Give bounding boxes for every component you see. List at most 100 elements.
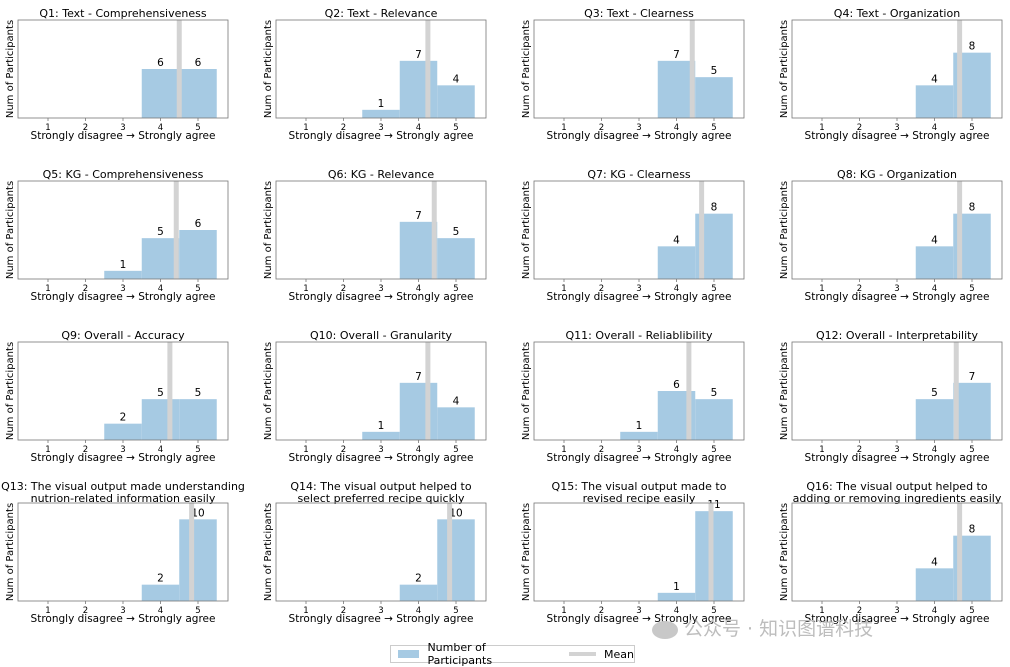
x-tick-label: 4: [932, 284, 937, 294]
x-tick-label: 1: [561, 606, 566, 616]
bar-rating-5: [695, 511, 733, 601]
chart-title: Q4: Text - Organization: [834, 7, 960, 20]
bar-value-label: 1: [120, 259, 127, 271]
bar-value-label: 6: [157, 57, 164, 69]
x-tick-label: 2: [83, 445, 88, 455]
bar-value-label: 7: [415, 49, 422, 61]
chart-title: Q10: Overall - Granularity: [310, 329, 453, 342]
x-tick-label: 4: [416, 445, 421, 455]
bar-rating-4: [399, 221, 438, 279]
bar-rating-5: [179, 399, 217, 440]
bar-value-label: 8: [969, 524, 976, 536]
bar-rating-4: [141, 399, 180, 440]
watermark-text: 公众号 · 知识图谱科技: [684, 618, 874, 640]
bar-value-label: 5: [711, 387, 718, 399]
x-tick-label: 1: [45, 284, 50, 294]
legend: Number of Participants Mean: [390, 641, 635, 667]
x-tick-label: 5: [711, 284, 716, 294]
watermark: 公众号 · 知识图谱科技: [652, 614, 873, 641]
x-tick-label: 1: [819, 606, 824, 616]
x-axis-label: Strongly disagree → Strongly agree: [805, 130, 990, 142]
bar-value-label: 6: [195, 57, 202, 69]
x-tick-label: 5: [453, 284, 458, 294]
x-tick-label: 5: [195, 123, 200, 133]
bar-value-label: 8: [711, 202, 718, 214]
bar-value-label: 4: [931, 556, 938, 568]
x-tick-label: 1: [303, 284, 308, 294]
x-tick-label: 4: [932, 445, 937, 455]
x-tick-label: 2: [83, 284, 88, 294]
bar-value-label: 7: [415, 210, 422, 222]
bar-value-label: 5: [195, 387, 202, 399]
x-tick-label: 2: [341, 606, 346, 616]
bar-value-label: 2: [415, 573, 422, 585]
x-tick-label: 4: [416, 123, 421, 133]
bar-value-label: 4: [673, 234, 680, 246]
chart-title: Q3: Text - Clearness: [584, 7, 694, 20]
bar-value-label: 5: [711, 65, 718, 77]
x-tick-label: 1: [819, 284, 824, 294]
bar-value-label: 4: [453, 395, 460, 407]
x-tick-label: 3: [378, 606, 383, 616]
x-tick-label: 5: [969, 445, 974, 455]
bar-value-label: 4: [931, 73, 938, 85]
x-tick-label: 5: [453, 123, 458, 133]
bar-value-label: 10: [449, 507, 462, 519]
x-tick-label: 1: [45, 606, 50, 616]
x-axis-label: Strongly disagree → Strongly agree: [289, 613, 474, 625]
bar-value-label: 8: [969, 202, 976, 214]
y-axis-label: Num of Participants: [5, 503, 16, 601]
legend-bar-label: Number of Participants: [427, 641, 493, 667]
bar-rating-5: [179, 230, 217, 279]
x-axis-label: Strongly disagree → Strongly agree: [31, 291, 216, 303]
x-tick-label: 3: [120, 606, 125, 616]
bar-rating-3: [104, 423, 142, 440]
y-axis-label: Num of Participants: [263, 181, 274, 279]
x-tick-label: 5: [969, 284, 974, 294]
x-tick-label: 5: [453, 445, 458, 455]
bar-rating-3: [104, 270, 142, 279]
x-tick-label: 4: [674, 284, 679, 294]
bar-rating-3: [362, 431, 400, 440]
x-tick-label: 5: [195, 445, 200, 455]
bar-rating-4: [399, 584, 438, 601]
x-tick-label: 2: [599, 606, 604, 616]
bar-value-label: 7: [415, 371, 422, 383]
bar-rating-4: [915, 568, 954, 601]
chart-title-line-1: Q13: The visual output made understandin…: [1, 480, 245, 493]
bar-rating-5: [179, 69, 217, 118]
chart-title-line-1: Q16: The visual output helped to: [806, 480, 987, 493]
chart-q10: Q10: Overall - Granularity 1 7 4 1 2 3 4 5Strong…: [263, 329, 487, 464]
bar-value-label: 1: [378, 98, 385, 110]
x-axis-label: Strongly disagree → Strongly agree: [289, 130, 474, 142]
y-axis-label: Num of Participants: [5, 20, 16, 118]
x-tick-label: 4: [158, 606, 163, 616]
bar-rating-3: [362, 109, 400, 118]
x-tick-label: 3: [636, 284, 641, 294]
x-tick-label: 3: [120, 284, 125, 294]
x-tick-label: 3: [378, 445, 383, 455]
bar-value-label: 1: [673, 581, 680, 593]
bar-rating-4: [915, 85, 954, 118]
chart-title: Q8: KG - Organization: [837, 168, 957, 181]
chart-title: Q2: Text - Relevance: [325, 7, 438, 20]
bar-value-label: 4: [453, 73, 460, 85]
x-tick-label: 2: [857, 123, 862, 133]
x-tick-label: 2: [341, 123, 346, 133]
bar-value-label: 5: [453, 226, 460, 238]
x-tick-label: 4: [158, 445, 163, 455]
bar-rating-5: [437, 519, 475, 601]
x-tick-label: 2: [599, 284, 604, 294]
x-tick-label: 3: [636, 445, 641, 455]
bar-value-label: 1: [636, 420, 643, 432]
x-tick-label: 1: [561, 445, 566, 455]
x-axis-label: Strongly disagree → Strongly agree: [31, 452, 216, 464]
bar-value-label: 6: [195, 218, 202, 230]
x-tick-label: 2: [83, 123, 88, 133]
x-tick-label: 3: [378, 123, 383, 133]
x-tick-label: 1: [45, 123, 50, 133]
